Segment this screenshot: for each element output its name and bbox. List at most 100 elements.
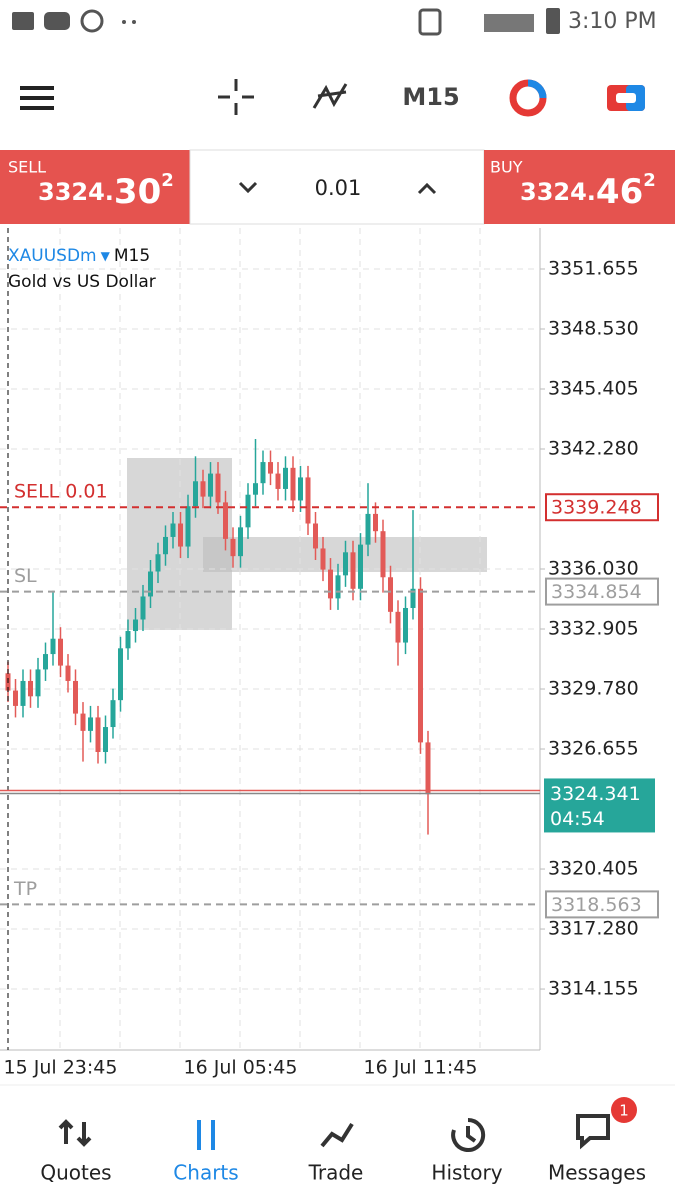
level-price-box [545,577,659,606]
candle-body [140,596,146,620]
level-price-box [545,890,659,919]
candle-body [13,690,18,706]
candle-body [395,611,401,643]
y-tick-label: 3351.655 [548,257,639,279]
y-tick-label: 3342.280 [548,438,639,460]
candle-body [403,607,408,643]
candle-body [73,680,78,714]
badge [611,1097,637,1123]
menu-button[interactable] [20,86,54,110]
objects-button-accent [527,79,547,99]
lot-decrease[interactable] [238,181,258,194]
bid-price: 3324.341 [550,783,641,805]
y-tick-label: 3345.405 [548,378,639,400]
price-head: 3324. [38,178,114,206]
candle-body [260,462,266,484]
candle-body [238,527,243,557]
symbol-description: Gold vs US Dollar [8,272,156,292]
level-price-box [545,493,659,522]
candle-body [298,477,303,501]
nav-tab[interactable]: Trade [308,1161,364,1185]
candle-body [193,481,198,507]
candle-body [125,631,131,649]
nav-icon [576,1114,610,1150]
candle-body [178,523,183,547]
nav-tab[interactable]: History [431,1161,502,1185]
sell-button[interactable] [0,150,190,224]
badge-count: 1 [619,1102,629,1120]
level-price: 3339.248 [551,497,642,519]
candle-body [103,727,108,752]
x-tick-label: 16 Jul 11:45 [364,1057,478,1079]
candle-body [170,523,176,537]
candle-body [185,506,191,547]
status-icon [80,9,104,33]
nav-icon [58,1119,92,1147]
level-label: SELL 0.01 [14,481,108,503]
y-tick-label: 3329.780 [548,678,639,700]
indicators-button[interactable] [312,83,348,109]
candle-body [223,502,228,539]
candle-body [335,575,341,599]
nav-icon [451,1117,486,1152]
nav-tab[interactable]: Charts [173,1161,238,1185]
candle-body [80,713,86,731]
buy-button[interactable] [484,150,675,224]
candle-body [133,619,138,632]
lot-value[interactable]: 0.01 [315,176,362,200]
timeframe: M15 [114,246,150,266]
status-icon [12,12,34,30]
candle-body [245,494,251,528]
candle-body [110,700,116,728]
timeframe-button[interactable]: M15 [402,83,459,111]
candle-body [320,548,326,570]
nav-tab[interactable]: Messages [548,1161,646,1185]
buy-label: BUY [490,158,523,177]
candle-body [50,638,56,655]
y-tick-label: 3332.905 [548,618,639,640]
nav-icon [320,1122,354,1148]
y-tick-label: 3314.155 [548,978,639,1000]
status-icon [418,8,442,36]
x-tick-label: 16 Jul 05:45 [184,1057,298,1079]
candle-body [313,523,318,549]
level-label: SL [14,565,37,587]
candle-body [230,538,236,557]
price-sup: 2 [161,170,174,191]
trade-button-mark [616,93,636,103]
lot-panel [189,149,485,225]
lot-increase[interactable] [417,182,437,195]
candle-body [380,531,386,578]
y-tick-label: 3320.405 [548,858,639,880]
battery-icon [546,8,560,34]
candle-body [365,513,371,545]
candle-body [58,638,63,666]
price-big: 30 [114,172,161,212]
sell-label: SELL [8,158,46,177]
status-icon [44,12,70,30]
level-price: 3318.563 [551,894,642,916]
status-icon [122,20,126,24]
symbol: XAUUSDm [8,246,97,266]
x-tick-label: 15 Jul 23:45 [4,1057,118,1079]
candle-body [343,552,348,576]
level-label: TP [13,878,37,900]
price-big: 46 [596,172,643,212]
candle-body [425,742,431,795]
candle-body [350,552,356,589]
candle-body [43,654,48,670]
bar-countdown: 04:54 [550,808,605,830]
crosshair-button[interactable] [218,79,254,115]
candle-body [208,473,213,497]
plot [0,228,540,1050]
bottom-nav: Quotes Charts Trade History Messages 1 [40,1097,646,1185]
candle-body [305,477,311,524]
candle-body [28,680,33,697]
candle-body [215,473,221,503]
candle-body [88,717,93,731]
candle-body [283,467,288,489]
candle-body [358,544,363,589]
nav-tab[interactable]: Quotes [40,1161,111,1185]
